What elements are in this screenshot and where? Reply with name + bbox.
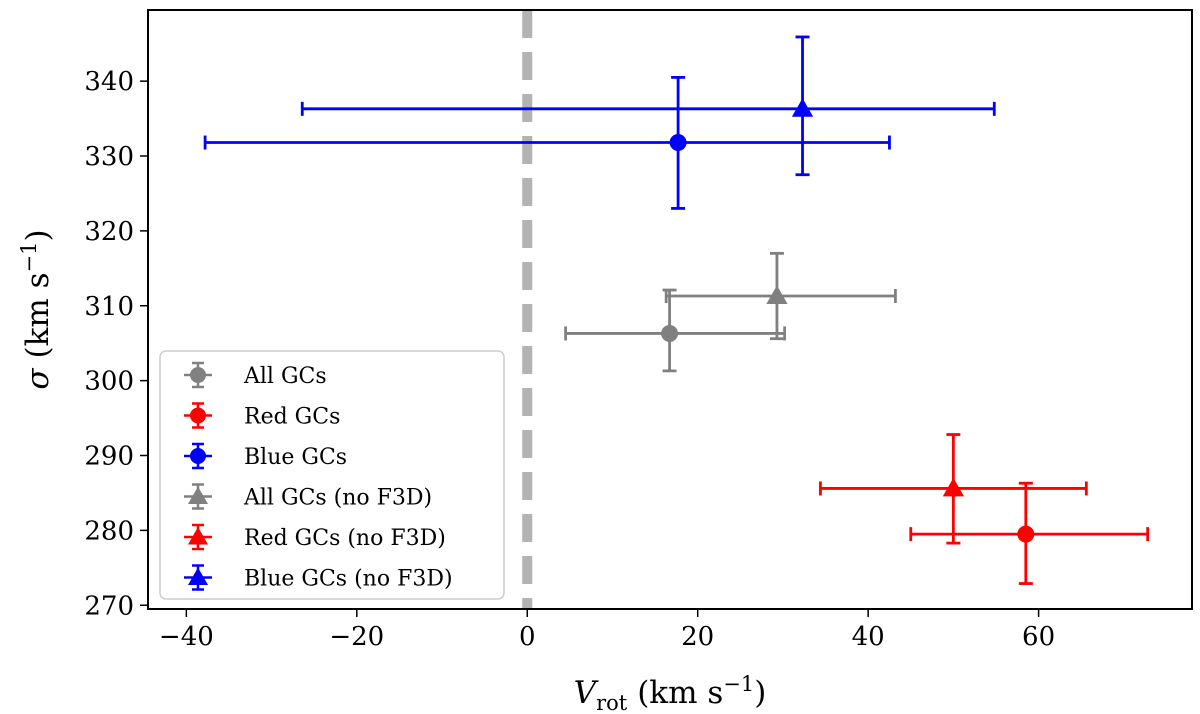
- data-point: [1017, 525, 1035, 543]
- data-point: [942, 477, 964, 497]
- y-axis-label-close: ): [20, 229, 56, 241]
- legend-marker: [188, 486, 208, 504]
- series-group: [819, 433, 1088, 545]
- legend-marker: [190, 407, 206, 424]
- x-tick-label: 20: [681, 622, 714, 652]
- legend-label: Red GCs (no F3D): [244, 526, 446, 551]
- y-axis-label-exponent: −1: [17, 241, 41, 272]
- legend-label: Blue GCs: [244, 445, 347, 470]
- legend-label: Blue GCs (no F3D): [244, 567, 453, 592]
- data-point: [669, 134, 687, 152]
- x-tick-label: 60: [1022, 622, 1055, 652]
- legend-label: All GCs (no F3D): [243, 486, 432, 511]
- legend-marker: [188, 567, 208, 585]
- y-tick-label: 300: [84, 367, 134, 397]
- legend: All GCs Red GCs Blue GCs All GCs (no F3D) Re…: [159, 350, 505, 600]
- y-tick-label: 310: [84, 292, 134, 322]
- legend-marker: [188, 527, 208, 545]
- legend-marker: [190, 448, 206, 464]
- data-point: [791, 98, 814, 117]
- data-point: [766, 285, 788, 304]
- series-group: [203, 75, 891, 210]
- y-axis-label: σ (km s−1): [17, 229, 56, 389]
- y-tick-label: 280: [84, 516, 134, 546]
- x-axis-label-subscript: rot: [596, 691, 628, 714]
- x-axis-label-exponent: −1: [723, 672, 754, 696]
- y-axis-label-symbol: σ: [20, 368, 56, 390]
- x-axis-label-unit: (km s: [637, 675, 723, 711]
- x-tick-label: 40: [852, 622, 885, 652]
- x-axis-label: Vrot (km s−1): [574, 672, 767, 714]
- legend-box: [159, 350, 505, 600]
- y-axis-label-unit: (km s: [20, 272, 56, 358]
- x-tick-label: 0: [519, 622, 536, 652]
- legend-marker: [190, 367, 206, 383]
- x-axis-label-symbol: V: [574, 675, 600, 711]
- y-tick-label: 340: [84, 67, 134, 97]
- y-tick-label: 290: [84, 442, 134, 472]
- series-group: [564, 288, 787, 373]
- series-group: [909, 481, 1150, 585]
- plot-frame: [147, 9, 1193, 610]
- x-tick-label: −20: [329, 622, 384, 652]
- x-axis-label-close: ): [754, 675, 766, 711]
- data-point: [661, 324, 679, 342]
- legend-label: All GCs: [243, 364, 327, 389]
- y-tick-label: 270: [84, 591, 134, 621]
- y-tick-label: 330: [84, 142, 134, 172]
- series-group: [300, 35, 996, 177]
- x-tick-label: −40: [159, 622, 214, 652]
- legend-label: Red GCs: [244, 405, 340, 430]
- y-tick-label: 320: [84, 217, 134, 247]
- series-group: [664, 251, 897, 341]
